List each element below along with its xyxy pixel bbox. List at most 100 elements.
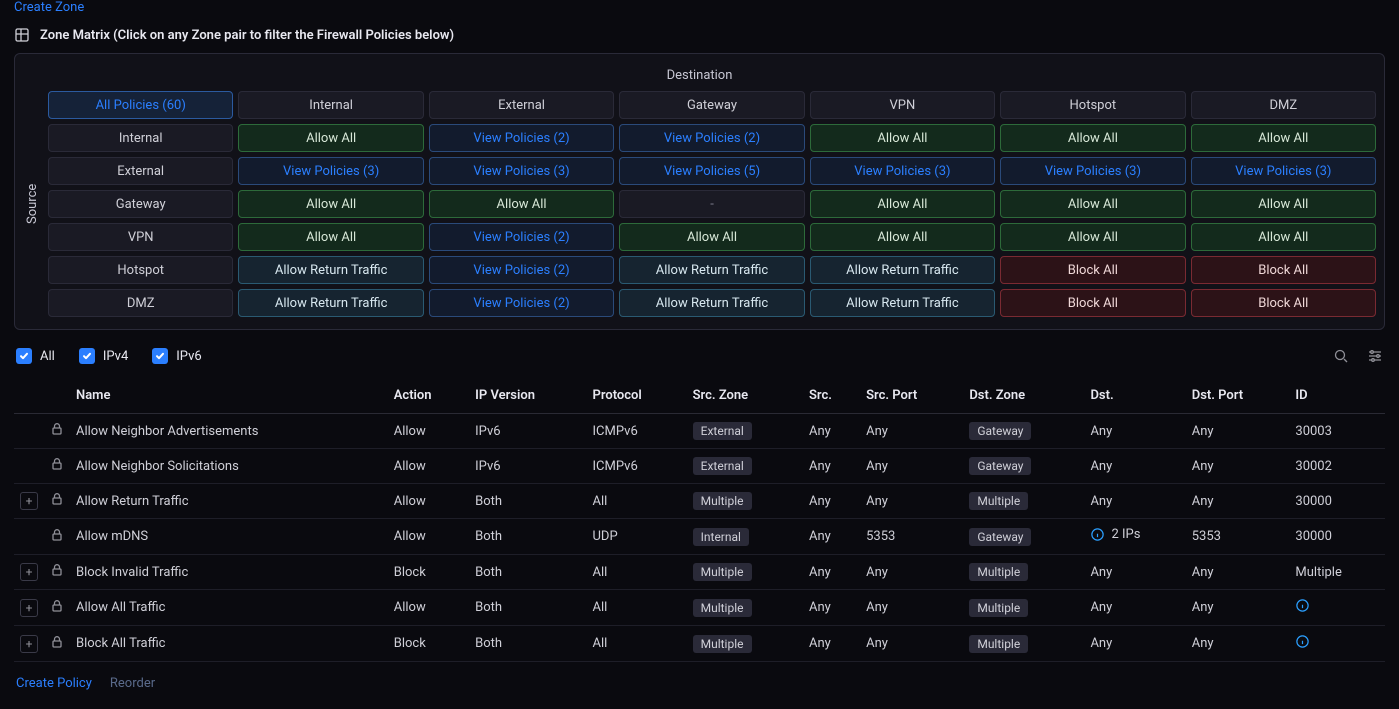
matrix-cell[interactable]: Allow Return Traffic bbox=[810, 256, 995, 284]
matrix-cell[interactable]: Allow All bbox=[619, 223, 804, 251]
zone-badge: Gateway bbox=[969, 528, 1031, 546]
policy-src: Any bbox=[803, 484, 860, 519]
table-col-header[interactable]: Src. bbox=[803, 378, 860, 414]
matrix-row-header[interactable]: Gateway bbox=[48, 190, 233, 218]
policy-src: Any bbox=[803, 449, 860, 484]
info-icon[interactable] bbox=[1295, 634, 1310, 649]
matrix-cell[interactable]: Allow Return Traffic bbox=[619, 289, 804, 317]
matrix-cell[interactable]: Allow Return Traffic bbox=[238, 256, 423, 284]
matrix-cell[interactable]: Allow All bbox=[238, 124, 423, 152]
expand-button[interactable]: + bbox=[20, 492, 38, 510]
info-icon[interactable] bbox=[1295, 598, 1310, 613]
matrix-cell[interactable]: Allow All bbox=[238, 223, 423, 251]
table-col-expand[interactable] bbox=[14, 378, 44, 414]
matrix-cell[interactable]: Allow All bbox=[1191, 223, 1376, 251]
matrix-cell[interactable]: View Policies (5) bbox=[619, 157, 804, 185]
matrix-row-header[interactable]: DMZ bbox=[48, 289, 233, 317]
matrix-cell[interactable]: Allow All bbox=[810, 124, 995, 152]
table-col-header[interactable]: Name bbox=[70, 378, 388, 414]
table-col-header[interactable]: Protocol bbox=[587, 378, 687, 414]
info-icon[interactable] bbox=[1090, 527, 1105, 542]
filter-checkbox[interactable]: All bbox=[16, 348, 55, 364]
table-col-header[interactable]: Dst. bbox=[1084, 378, 1185, 414]
create-zone-link[interactable]: Create Zone bbox=[14, 0, 84, 15]
matrix-col-header[interactable]: Internal bbox=[238, 91, 423, 119]
matrix-row-header[interactable]: External bbox=[48, 157, 233, 185]
matrix-cell[interactable]: View Policies (2) bbox=[429, 124, 614, 152]
matrix-row-header[interactable]: Hotspot bbox=[48, 256, 233, 284]
matrix-cell[interactable]: Allow All bbox=[1191, 190, 1376, 218]
matrix-cell[interactable]: View Policies (3) bbox=[1191, 157, 1376, 185]
matrix-col-header[interactable]: DMZ bbox=[1191, 91, 1376, 119]
expand-button[interactable]: + bbox=[20, 563, 38, 581]
matrix-cell[interactable]: Block All bbox=[1191, 256, 1376, 284]
table-col-header[interactable]: Dst. Zone bbox=[963, 378, 1084, 414]
matrix-cell[interactable]: Allow All bbox=[1000, 223, 1185, 251]
matrix-col-header[interactable]: VPN bbox=[810, 91, 995, 119]
matrix-cell[interactable]: Allow All bbox=[810, 223, 995, 251]
table-row[interactable]: +Block All TrafficBlockBothAllMultipleAn… bbox=[14, 626, 1385, 662]
matrix-cell[interactable]: View Policies (3) bbox=[429, 157, 614, 185]
matrix-row-header[interactable]: VPN bbox=[48, 223, 233, 251]
matrix-cell[interactable]: Block All bbox=[1000, 256, 1185, 284]
table-row[interactable]: +Allow All TrafficAllowBothAllMultipleAn… bbox=[14, 590, 1385, 626]
matrix-cell[interactable]: Allow All bbox=[1191, 124, 1376, 152]
matrix-cell[interactable]: Allow All bbox=[810, 190, 995, 218]
policy-src-port: Any bbox=[860, 555, 963, 590]
matrix-row-header[interactable]: Internal bbox=[48, 124, 233, 152]
matrix-cell[interactable]: View Policies (3) bbox=[810, 157, 995, 185]
lock-icon bbox=[50, 457, 64, 471]
expand-button[interactable]: + bbox=[20, 599, 38, 617]
policy-id: Multiple bbox=[1289, 555, 1385, 590]
table-col-header[interactable]: Action bbox=[388, 378, 469, 414]
matrix-col-header[interactable]: External bbox=[429, 91, 614, 119]
filter-checkbox[interactable]: IPv4 bbox=[79, 348, 128, 364]
matrix-cell[interactable]: Allow Return Traffic bbox=[619, 256, 804, 284]
table-row[interactable]: Allow mDNSAllowBothUDPInternalAny5353Gat… bbox=[14, 519, 1385, 555]
matrix-cell[interactable]: Block All bbox=[1000, 289, 1185, 317]
create-policy-link[interactable]: Create Policy bbox=[16, 676, 92, 691]
policy-dst: Any bbox=[1084, 555, 1185, 590]
matrix-cell[interactable]: View Policies (2) bbox=[429, 289, 614, 317]
expand-button[interactable]: + bbox=[20, 635, 38, 653]
matrix-col-header[interactable]: Hotspot bbox=[1000, 91, 1185, 119]
table-row[interactable]: +Block Invalid TrafficBlockBothAllMultip… bbox=[14, 555, 1385, 590]
lock-icon bbox=[50, 422, 64, 436]
matrix-cell[interactable]: View Policies (2) bbox=[429, 256, 614, 284]
policy-src-port: Any bbox=[860, 449, 963, 484]
table-row[interactable]: Allow Neighbor SolicitationsAllowIPv6ICM… bbox=[14, 449, 1385, 484]
settings-sliders-icon[interactable] bbox=[1367, 348, 1383, 364]
matrix-all-policies-header[interactable]: All Policies (60) bbox=[48, 91, 233, 119]
table-col-header[interactable]: ID bbox=[1289, 378, 1385, 414]
matrix-cell[interactable]: Allow All bbox=[1000, 124, 1185, 152]
search-icon[interactable] bbox=[1333, 348, 1349, 364]
matrix-cell[interactable]: Allow All bbox=[238, 190, 423, 218]
table-col-lock[interactable] bbox=[44, 378, 70, 414]
matrix-cell[interactable]: View Policies (2) bbox=[619, 124, 804, 152]
matrix-cell[interactable]: Block All bbox=[1191, 289, 1376, 317]
matrix-cell[interactable]: View Policies (3) bbox=[238, 157, 423, 185]
policy-action: Allow bbox=[388, 519, 469, 555]
table-col-header[interactable]: IP Version bbox=[469, 378, 586, 414]
matrix-col-header[interactable]: Gateway bbox=[619, 91, 804, 119]
matrix-cell[interactable]: - bbox=[619, 190, 804, 218]
table-row[interactable]: +Allow Return TrafficAllowBothAllMultipl… bbox=[14, 484, 1385, 519]
table-col-header[interactable]: Dst. Port bbox=[1186, 378, 1290, 414]
lock-icon bbox=[50, 528, 64, 542]
matrix-cell[interactable]: View Policies (3) bbox=[1000, 157, 1185, 185]
policy-id: 30000 bbox=[1289, 484, 1385, 519]
filter-checkbox[interactable]: IPv6 bbox=[152, 348, 201, 364]
table-col-header[interactable]: Src. Zone bbox=[687, 378, 803, 414]
policy-dst-zone: Gateway bbox=[963, 519, 1084, 555]
zone-badge: Gateway bbox=[969, 457, 1031, 475]
policy-src-port: Any bbox=[860, 414, 963, 449]
table-row[interactable]: Allow Neighbor AdvertisementsAllowIPv6IC… bbox=[14, 414, 1385, 449]
matrix-cell[interactable]: Allow All bbox=[1000, 190, 1185, 218]
matrix-cell[interactable]: Allow Return Traffic bbox=[810, 289, 995, 317]
matrix-cell[interactable]: View Policies (2) bbox=[429, 223, 614, 251]
matrix-cell[interactable]: Allow All bbox=[429, 190, 614, 218]
matrix-cell[interactable]: Allow Return Traffic bbox=[238, 289, 423, 317]
policy-ip-version: IPv6 bbox=[469, 449, 586, 484]
table-col-header[interactable]: Src. Port bbox=[860, 378, 963, 414]
reorder-link[interactable]: Reorder bbox=[110, 676, 155, 691]
